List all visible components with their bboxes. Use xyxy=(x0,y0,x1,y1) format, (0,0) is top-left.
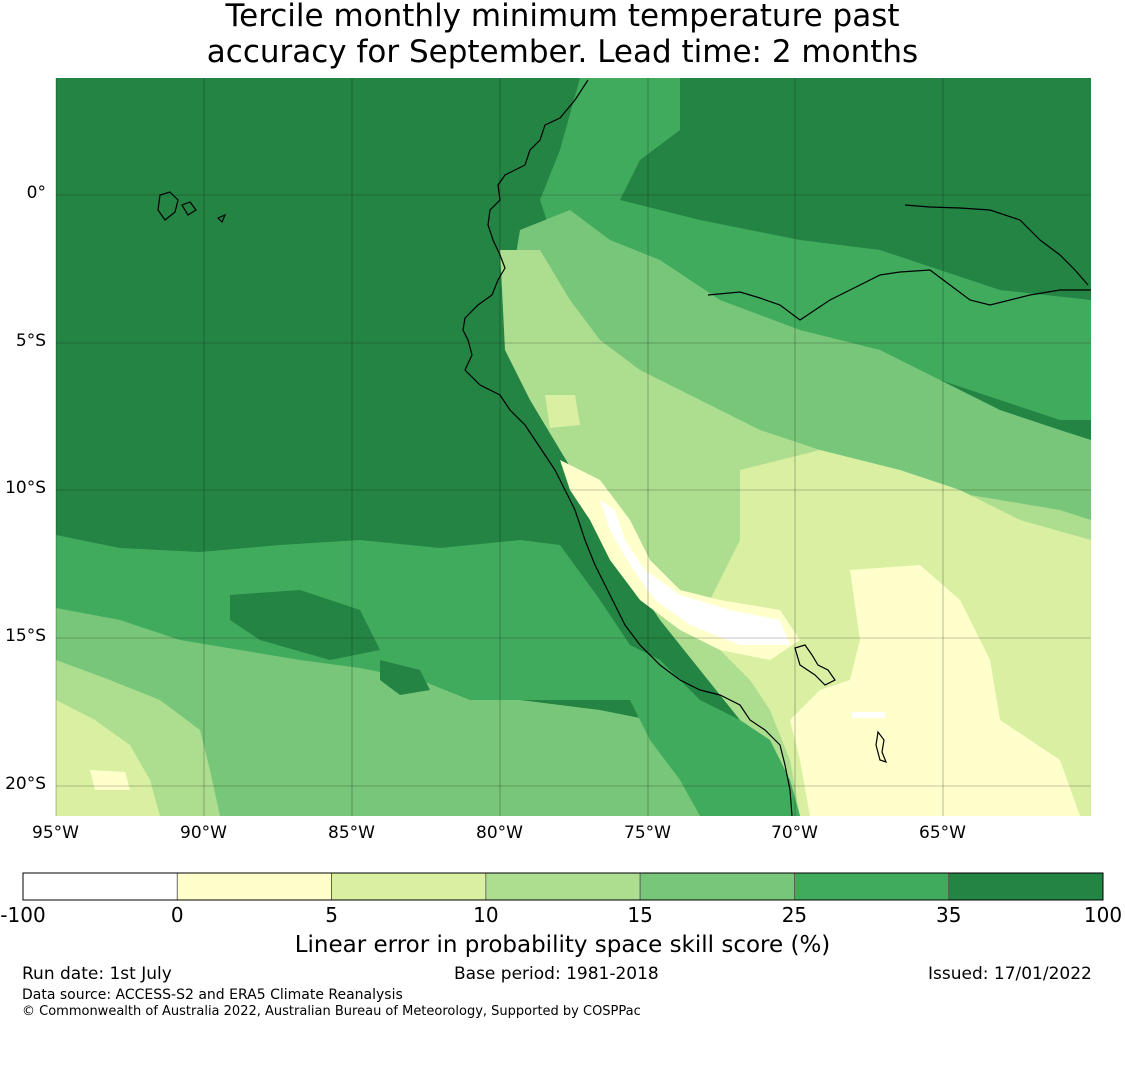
colorbar-tick-label: 10 xyxy=(473,903,499,927)
region-skill-5-10-pocket xyxy=(545,395,580,428)
amazon-river xyxy=(904,204,1089,286)
region-skill-5-10-ocean xyxy=(56,700,160,816)
region-skill-neg-coast xyxy=(600,500,790,645)
lon-label-95w: 95°W xyxy=(32,823,79,843)
region-skill-neg-pocket xyxy=(852,712,885,718)
colorbar-swatch-4 xyxy=(639,872,795,901)
lon-label-90w: 90°W xyxy=(180,823,227,843)
poopo-lake xyxy=(875,730,888,763)
run-date: Run date: 1st July xyxy=(22,964,172,984)
lake-titicaca xyxy=(794,644,836,686)
lat-label-5s: 5°S xyxy=(15,331,46,351)
region-skill-25-35-coast-south xyxy=(620,640,800,816)
colorbar-tick-label: -100 xyxy=(0,903,46,927)
south-america-coastline xyxy=(462,79,793,817)
base-period: Base period: 1981-2018 xyxy=(454,964,659,984)
colorbar-tick-label: 0 xyxy=(170,903,184,927)
colorbar-swatch-2 xyxy=(331,872,487,901)
lat-label-10s: 10°S xyxy=(5,478,46,498)
copyright: © Commonwealth of Australia 2022, Austra… xyxy=(22,1004,641,1019)
map-title-line-1: Tercile monthly minimum temperature past xyxy=(225,0,900,34)
lon-label-85w: 85°W xyxy=(328,823,375,843)
region-skill-35-100-patch-2 xyxy=(380,660,430,695)
lat-label-0: 0° xyxy=(26,183,46,203)
colorbar-swatch-5 xyxy=(794,872,950,901)
region-skill-25-35-north xyxy=(540,78,1091,420)
lon-label-65w: 65°W xyxy=(919,823,966,843)
region-skill-15-25-ocean xyxy=(56,608,740,816)
region-skill-0-5-coast xyxy=(560,460,800,660)
lat-label-20s: 20°S xyxy=(5,774,46,794)
colorbar-tick-label: 5 xyxy=(325,903,338,927)
colorbar-tick-label: 100 xyxy=(1083,903,1123,927)
lon-label-75w: 75°W xyxy=(624,823,671,843)
colorbar-swatch-0 xyxy=(22,872,178,901)
colorbar-title: Linear error in probability space skill … xyxy=(294,932,831,958)
region-skill-0-5-south xyxy=(790,565,1080,816)
coastline xyxy=(157,79,1091,817)
colorbar xyxy=(22,872,1104,901)
colorbar-tick-label: 35 xyxy=(935,903,962,927)
lon-label-70w: 70°W xyxy=(771,823,818,843)
region-skill-35-100-patch xyxy=(230,590,380,660)
lon-label-80w: 80°W xyxy=(476,823,523,843)
amazon-river-south xyxy=(707,269,1091,321)
galapagos-island-1 xyxy=(157,191,179,221)
lat-label-15s: 15°S xyxy=(5,626,46,646)
colorbar-swatch-6 xyxy=(948,872,1104,901)
colorbar-tick-label: 25 xyxy=(781,903,808,927)
region-skill-0-5-ocean xyxy=(90,770,130,790)
colorbar-swatch-1 xyxy=(176,872,332,901)
colorbar-tick-label: 15 xyxy=(627,903,653,927)
colorbar-swatches xyxy=(22,872,1104,901)
graticule xyxy=(55,78,1091,816)
issued-date: Issued: 17/01/2022 xyxy=(928,964,1092,984)
data-source: Data source: ACCESS-S2 and ERA5 Climate … xyxy=(22,987,403,1003)
colorbar-frame xyxy=(22,872,1104,901)
colorbar-swatch-3 xyxy=(485,872,641,901)
galapagos-island-3 xyxy=(216,213,227,224)
map-title-line-2: accuracy for September. Lead time: 2 mon… xyxy=(206,34,919,70)
galapagos-island-2 xyxy=(181,201,197,216)
